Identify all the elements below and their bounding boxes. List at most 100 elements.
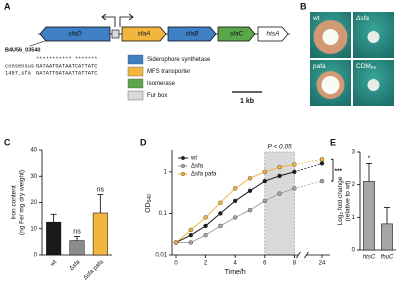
y-tick-label: 2 xyxy=(352,182,356,188)
data-point xyxy=(232,215,238,220)
data-point xyxy=(319,157,325,162)
y-tick-label: 3 xyxy=(352,150,356,156)
y-tick-label: 40 xyxy=(30,148,37,154)
y-axis-label: Log2 fold change xyxy=(337,176,344,225)
legend-label: MFS transporter xyxy=(147,69,190,75)
data-point xyxy=(188,227,194,233)
x-tick-label: 8 xyxy=(293,261,297,267)
data-point xyxy=(277,173,282,179)
gene-label: sfaD xyxy=(68,31,82,38)
x-tick-label: 0 xyxy=(174,261,178,267)
x-tick-label: 2 xyxy=(204,261,208,267)
significance-label: *** xyxy=(335,168,343,175)
data-point xyxy=(292,162,297,167)
gene-label: sfaC xyxy=(230,31,244,38)
plate-label: Δsfa xyxy=(355,15,369,22)
gene-label: htsA xyxy=(266,31,279,38)
significance-label: ns xyxy=(73,228,81,235)
data-point xyxy=(247,176,253,181)
plate-label-text: pafa xyxy=(313,63,326,70)
fur-box xyxy=(111,29,120,39)
data-point xyxy=(262,198,267,204)
alignment-seq: GATAATGATAATCATTATC xyxy=(36,63,97,69)
plate-label: wt xyxy=(312,15,320,22)
data-point xyxy=(319,161,325,166)
alignment-seq: GATATTGATAATTATTATC xyxy=(36,70,97,76)
data-point xyxy=(292,169,297,175)
panel-label: B xyxy=(300,1,307,11)
x-tick-label: wt xyxy=(49,259,58,268)
data-point xyxy=(262,169,267,175)
series-line xyxy=(294,162,323,173)
y-tick-label: 1 xyxy=(352,215,356,221)
significance-bracket xyxy=(331,158,334,182)
x-tick-label: fhuC xyxy=(381,255,394,261)
y-tick-label: 0 xyxy=(352,248,356,254)
promoter-arrows xyxy=(101,13,134,27)
y-tick-label: 20 xyxy=(30,200,37,206)
bar xyxy=(363,181,375,251)
data-point xyxy=(277,191,282,196)
panel-label: A xyxy=(4,1,11,11)
data-point xyxy=(232,198,238,204)
data-point xyxy=(188,240,194,245)
bar xyxy=(46,221,62,256)
x-tick-label: 24 xyxy=(319,261,326,267)
panel-label: E xyxy=(330,137,336,147)
legend-swatch xyxy=(127,66,144,77)
legend-label: Fur box xyxy=(147,93,167,99)
gene-arrow xyxy=(167,26,217,42)
plate-label-text: CDM xyxy=(356,63,371,70)
y-tick-label: 30 xyxy=(30,174,37,180)
gene-label: sfaA xyxy=(137,31,150,38)
plate-label-sub: Fe xyxy=(371,65,377,70)
axis-break xyxy=(296,251,309,259)
plate-label-text: wt xyxy=(312,15,320,22)
legend-label: Δsfa xyxy=(191,164,204,170)
panel-label: C xyxy=(4,137,11,147)
plate-label-text: Δsfa xyxy=(355,15,369,22)
alignment-name: consensus xyxy=(5,63,34,69)
scale-label: 1 kb xyxy=(240,98,254,105)
data-point xyxy=(247,207,253,213)
locus-label: B4U56_03540 xyxy=(5,47,40,53)
significance-label: ns xyxy=(97,186,105,193)
x-tick-label: Δsfa xyxy=(69,259,82,272)
y-label-part: OD xyxy=(145,202,152,213)
y-tick-label: 1 xyxy=(164,169,168,175)
data-point xyxy=(203,215,208,220)
legend-label: Δsfa pafa xyxy=(191,172,217,178)
y-tick-label: 0.1 xyxy=(159,211,168,217)
legend-swatch xyxy=(127,54,144,65)
x-tick-label: Δsfa pafa xyxy=(83,259,106,282)
x-tick-label: htsC xyxy=(363,255,376,261)
x-tick-label: 6 xyxy=(263,261,267,267)
data-point xyxy=(292,186,297,191)
legend-label: Isomerase xyxy=(147,81,176,87)
data-point xyxy=(232,186,238,191)
legend-swatch xyxy=(127,90,144,101)
data-point xyxy=(247,188,253,193)
data-point xyxy=(277,164,282,170)
legend-marker xyxy=(180,155,185,160)
data-point xyxy=(218,223,223,229)
y-axis-label: (relative to wt) xyxy=(345,181,352,222)
significance-label: P < 0.05 xyxy=(268,144,293,151)
legend-label: Siderophore synthetase xyxy=(147,57,211,63)
bar xyxy=(381,223,393,251)
y-axis-label: Iron content xyxy=(11,185,18,220)
y-label-sub: 2 xyxy=(339,212,344,215)
gene-arrow xyxy=(257,26,289,42)
legend-label: wt xyxy=(190,156,197,162)
y-label-part: Log xyxy=(337,214,344,225)
data-point xyxy=(203,223,208,229)
alignment-name: 1457_sfa xyxy=(5,70,32,76)
gene-arrow xyxy=(39,26,111,42)
legend-swatch xyxy=(127,78,144,89)
gene-arrow xyxy=(121,26,167,42)
data-point xyxy=(218,211,223,216)
y-label-part: fold change xyxy=(337,176,344,212)
colony xyxy=(321,76,340,94)
y-axis-label: OD540 xyxy=(145,194,153,213)
